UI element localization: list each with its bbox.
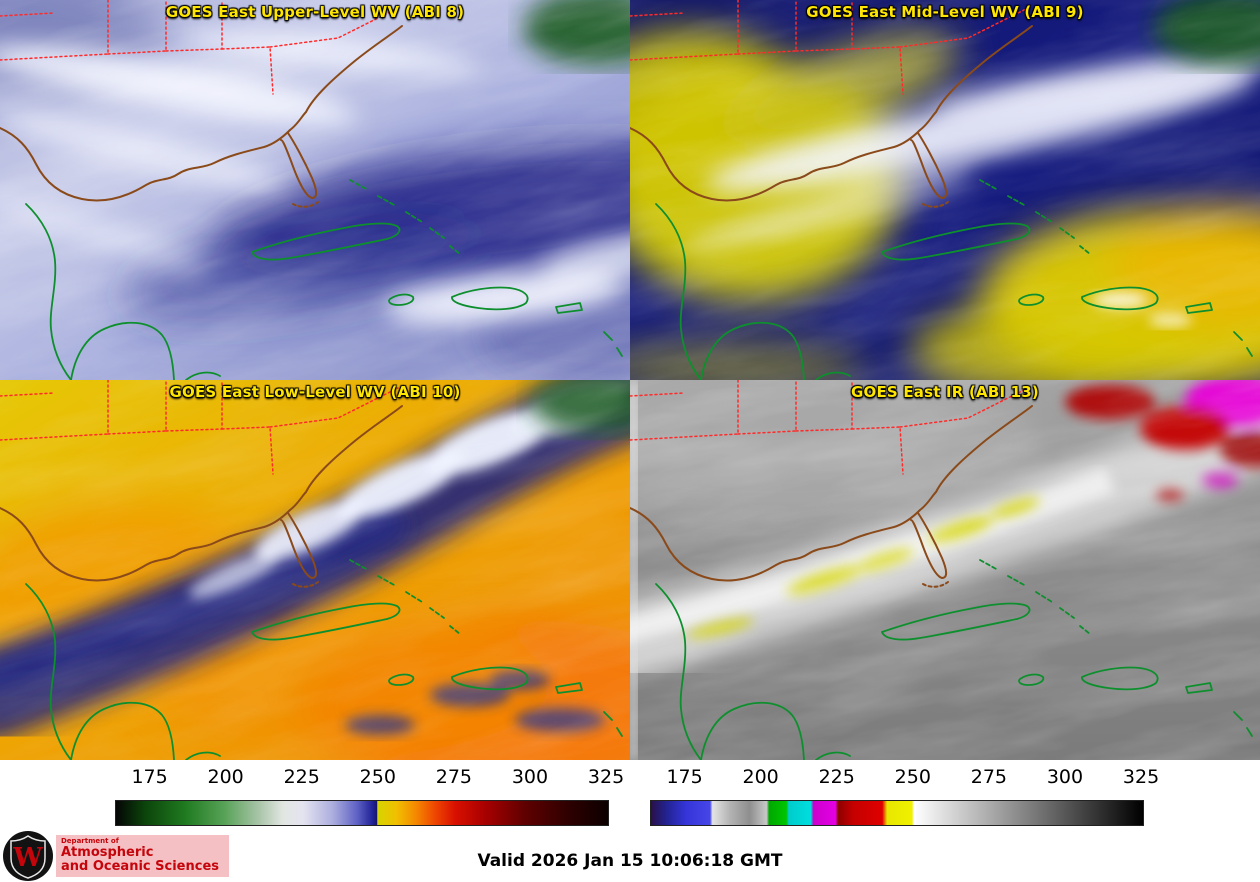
svg-text:W: W [12,843,43,873]
tick-label: 200 [207,766,244,788]
uw-crest-w-icon: W [3,831,53,881]
uw-aos-logo-text: Department of Atmospheric and Oceanic Sc… [56,835,230,877]
panel-grid: GOES East Upper-Level WV (ABI 8) [0,0,1260,760]
tick-label: 300 [1046,766,1084,788]
panel-title-abi8: GOES East Upper-Level WV (ABI 8) [165,3,465,21]
logo-dept-prefix: Department of [61,837,119,846]
tick-label: 275 [435,766,473,788]
wv-colorbar [115,800,609,826]
tick-label: 200 [742,766,779,788]
panel-upper-level-wv: GOES East Upper-Level WV (ABI 8) [0,0,630,380]
logo-line-2: and Oceanic Sciences [61,858,220,874]
tick-label: 175 [666,766,703,788]
logo-line-1: Atmospheric [61,844,154,860]
panel-title-abi13: GOES East IR (ABI 13) [850,383,1039,401]
tick-label: 325 [587,766,625,788]
tick-label: 275 [970,766,1008,788]
panel-title-abi10: GOES East Low-Level WV (ABI 10) [169,383,461,401]
ir-colorbar-ticks: 175 200 225 250 275 300 325 [650,766,1159,790]
panel-mid-level-wv: GOES East Mid-Level WV (ABI 9) [630,0,1260,380]
tick-label: 225 [818,766,855,788]
uw-aos-logo: W Department of Atmospheric and Oceanic … [2,830,230,882]
colorbar-row: 175 200 225 250 275 300 325 175 200 225 … [0,760,1260,830]
tick-label: 175 [131,766,168,788]
valid-timestamp: Valid 2026 Jan 15 10:06:18 GMT [477,851,783,871]
wv-colorbar-ticks: 175 200 225 250 275 300 325 [115,766,624,790]
panel-ir: GOES East IR (ABI 13) [630,380,1260,760]
tick-label: 250 [359,766,396,788]
satellite-image-abi10 [0,380,630,760]
footer: W Department of Atmospheric and Oceanic … [0,830,1260,882]
panel-low-level-wv: GOES East Low-Level WV (ABI 10) [0,380,630,760]
satellite-image-abi9 [630,0,1260,380]
panel-title-abi9: GOES East Mid-Level WV (ABI 9) [806,3,1084,21]
satellite-image-abi8 [0,0,630,380]
tick-label: 300 [511,766,549,788]
tick-label: 250 [894,766,931,788]
satellite-image-abi13 [630,380,1260,760]
tick-label: 325 [1122,766,1160,788]
tick-label: 225 [283,766,320,788]
ir-colorbar [650,800,1144,826]
